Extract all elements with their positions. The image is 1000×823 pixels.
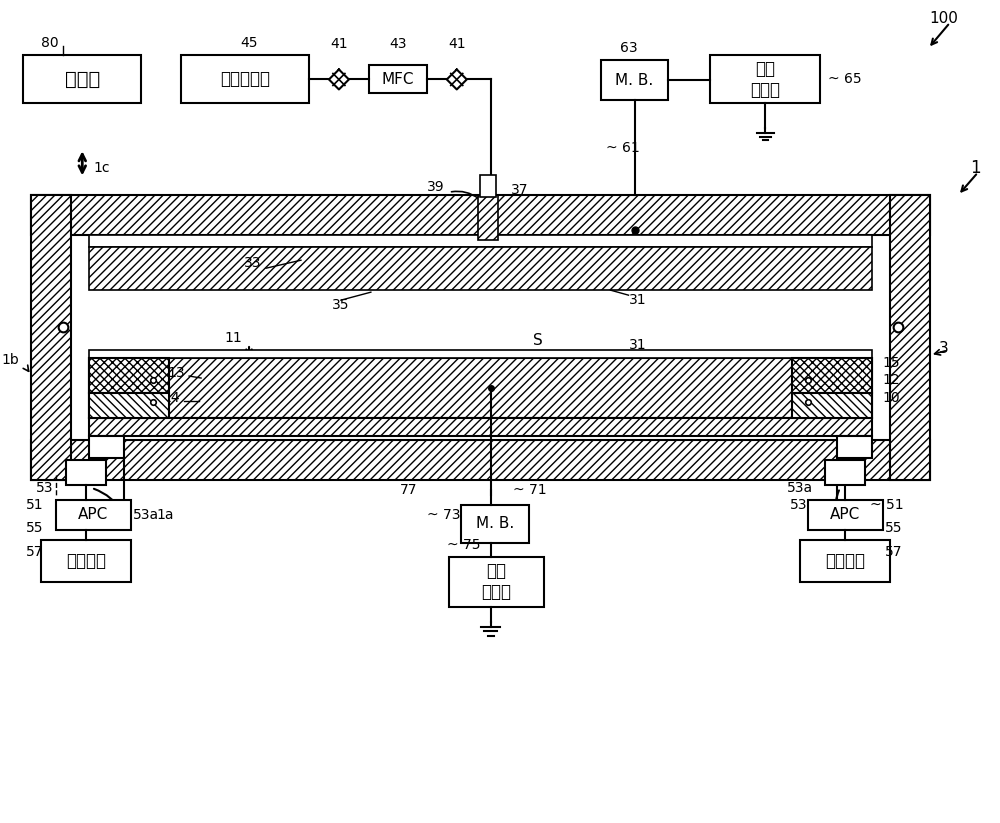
Text: 57: 57 xyxy=(885,545,903,559)
Text: 1c: 1c xyxy=(93,161,110,175)
Text: 41: 41 xyxy=(448,36,466,50)
Text: 63: 63 xyxy=(620,40,637,54)
Polygon shape xyxy=(792,358,872,393)
Text: M. B.: M. B. xyxy=(476,516,514,532)
Text: 53a: 53a xyxy=(133,508,159,522)
Bar xyxy=(461,504,529,543)
Text: 31: 31 xyxy=(629,338,646,352)
Text: 1b: 1b xyxy=(2,353,19,367)
Text: 3: 3 xyxy=(939,341,949,356)
Bar xyxy=(31,440,930,480)
Text: 39: 39 xyxy=(427,180,445,194)
Bar xyxy=(449,557,544,607)
Text: 33: 33 xyxy=(244,256,262,270)
Text: M. B.: M. B. xyxy=(615,73,654,88)
Text: 15: 15 xyxy=(882,356,900,370)
Text: 13: 13 xyxy=(167,366,185,380)
Text: 77: 77 xyxy=(400,483,418,497)
Bar xyxy=(89,235,872,247)
Polygon shape xyxy=(89,393,169,418)
Text: 10: 10 xyxy=(882,391,900,405)
Text: 31: 31 xyxy=(629,293,646,307)
Bar xyxy=(808,500,883,530)
Text: 57: 57 xyxy=(26,545,44,559)
Bar xyxy=(56,500,131,530)
Text: 排气装置: 排气装置 xyxy=(66,551,106,570)
Text: 37: 37 xyxy=(511,184,528,198)
Bar xyxy=(369,66,427,94)
Text: ~ 73: ~ 73 xyxy=(427,508,461,522)
Text: ~ 75: ~ 75 xyxy=(447,537,480,551)
Text: ~ 51: ~ 51 xyxy=(870,498,904,512)
Text: ~ 71: ~ 71 xyxy=(513,483,546,497)
Bar xyxy=(710,55,820,104)
Text: 51: 51 xyxy=(26,498,44,512)
Bar xyxy=(601,60,668,100)
Text: ~ 65: ~ 65 xyxy=(828,72,862,86)
Polygon shape xyxy=(792,393,872,418)
Text: 100: 100 xyxy=(930,11,959,26)
Bar xyxy=(825,460,865,485)
Bar xyxy=(66,460,106,485)
Text: 45: 45 xyxy=(240,35,258,49)
Text: 53: 53 xyxy=(790,498,808,512)
Text: 55: 55 xyxy=(885,521,903,535)
Text: 35: 35 xyxy=(332,298,350,312)
Bar xyxy=(837,436,872,458)
Bar xyxy=(800,540,890,582)
Bar xyxy=(89,358,872,418)
Text: S: S xyxy=(533,332,543,347)
Bar xyxy=(478,195,498,240)
Text: ~ 61: ~ 61 xyxy=(606,142,639,156)
Bar xyxy=(41,540,131,582)
Bar xyxy=(31,195,930,235)
Text: 53: 53 xyxy=(36,481,54,495)
Bar xyxy=(23,55,141,104)
Text: APC: APC xyxy=(78,507,108,523)
Bar xyxy=(89,418,872,436)
Text: 高频
电源部: 高频 电源部 xyxy=(481,562,511,601)
Text: 43: 43 xyxy=(389,36,407,50)
Text: 排气装置: 排气装置 xyxy=(825,551,865,570)
Text: 41: 41 xyxy=(330,36,348,50)
Bar xyxy=(890,195,930,480)
Text: 高频
电源部: 高频 电源部 xyxy=(750,60,780,99)
Text: 12: 12 xyxy=(882,373,900,387)
Text: 气体供给源: 气体供给源 xyxy=(220,71,270,88)
Bar xyxy=(181,55,309,104)
Text: MFC: MFC xyxy=(382,72,414,87)
Bar xyxy=(89,247,872,291)
Text: 53a: 53a xyxy=(787,481,813,495)
Text: 80: 80 xyxy=(41,35,58,49)
Text: 55: 55 xyxy=(26,521,44,535)
Bar xyxy=(89,350,872,358)
Text: 1: 1 xyxy=(970,160,980,177)
Bar xyxy=(31,195,71,480)
Polygon shape xyxy=(89,358,169,393)
Bar xyxy=(480,175,496,198)
Text: 11: 11 xyxy=(224,331,242,345)
Bar xyxy=(89,436,124,458)
Text: 14: 14 xyxy=(162,391,180,405)
Text: APC: APC xyxy=(830,507,860,523)
Text: 1a: 1a xyxy=(156,508,174,522)
Text: 控制部: 控制部 xyxy=(65,70,100,89)
